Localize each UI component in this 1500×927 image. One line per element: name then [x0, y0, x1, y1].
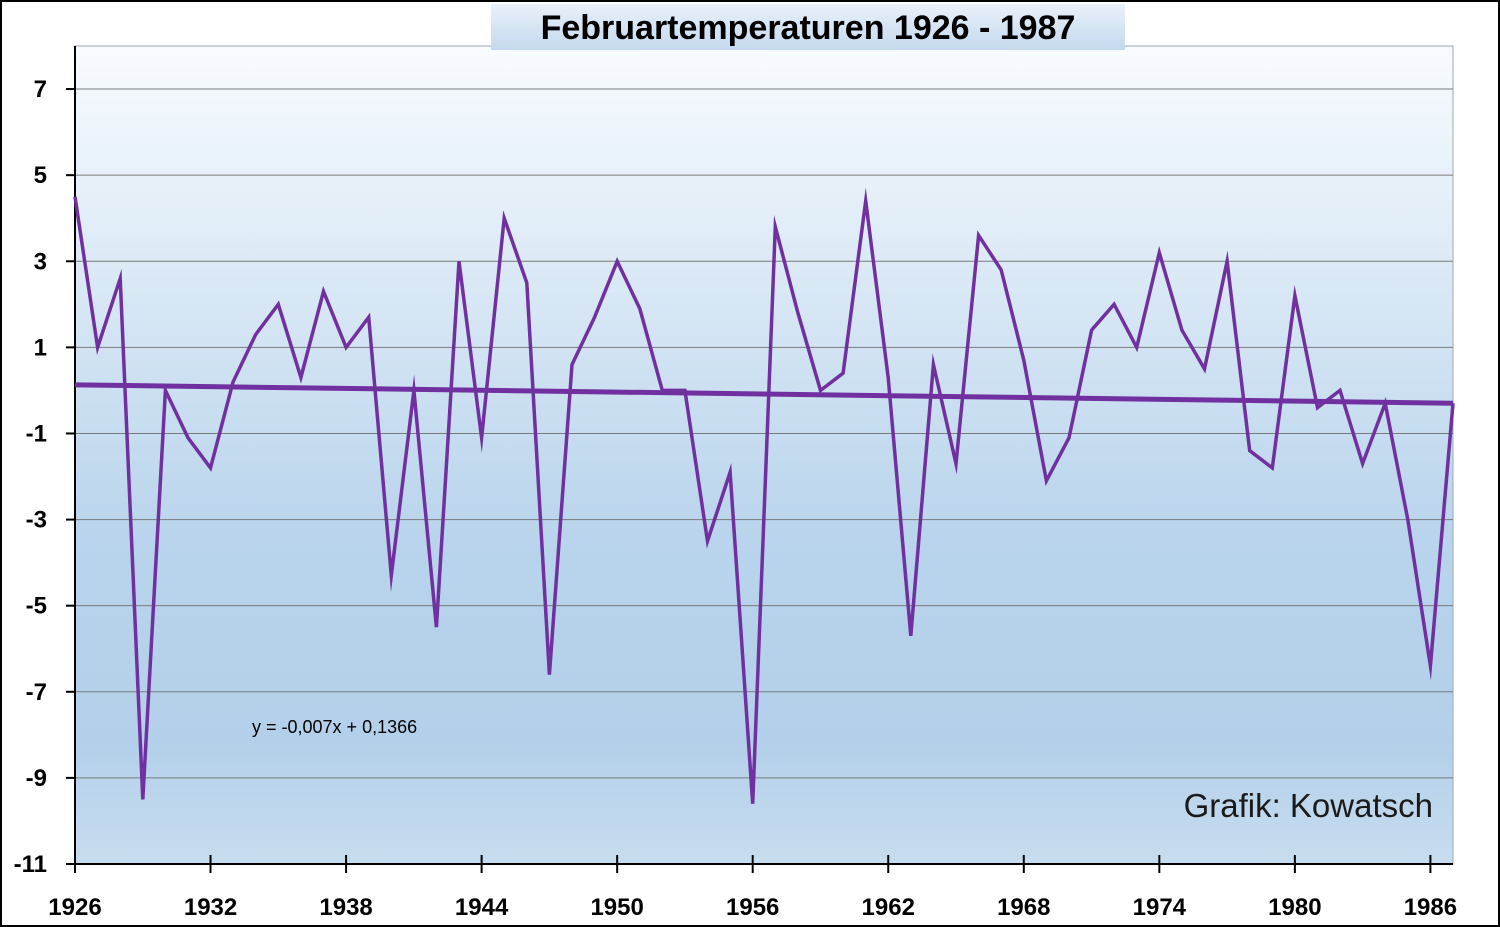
x-tick-label: 1962 — [862, 894, 915, 921]
series-line — [73, 187, 1455, 804]
trendline — [74, 382, 1454, 406]
x-tick-label: 1950 — [590, 894, 643, 921]
y-tick-label: 1 — [34, 334, 47, 361]
y-tick-label: -9 — [26, 765, 47, 792]
y-tick-label: -1 — [26, 420, 47, 447]
chart-title: Februartemperaturen 1926 - 1987 — [541, 9, 1076, 47]
x-tick-label: 1944 — [455, 894, 509, 921]
y-tick-label: 7 — [34, 76, 47, 103]
y-tick-label: 5 — [34, 162, 47, 189]
trendline-equation: y = -0,007x + 0,1366 — [252, 717, 417, 737]
trendline-group — [74, 382, 1454, 406]
x-tick-label: 1956 — [726, 894, 779, 921]
x-tick-label: 1938 — [319, 894, 372, 921]
y-tick-label: -5 — [26, 593, 47, 620]
plot-area — [74, 45, 1454, 865]
x-tick-label: 1974 — [1133, 894, 1187, 921]
x-tick-label: 1932 — [184, 894, 237, 921]
x-tick-label: 1926 — [48, 894, 101, 921]
series-group — [73, 187, 1455, 804]
y-tick-label: 3 — [34, 248, 47, 275]
y-tick-label: -3 — [26, 507, 47, 534]
x-tick-label: 1986 — [1404, 894, 1457, 921]
axes — [66, 46, 1453, 873]
y-tick-label: -11 — [14, 851, 47, 878]
title-box — [491, 4, 1125, 50]
y-tick-label: -7 — [26, 679, 47, 706]
chart-credit: Grafik: Kowatsch — [1184, 787, 1433, 824]
x-tick-label: 1980 — [1268, 894, 1321, 921]
x-tick-label: 1968 — [997, 894, 1050, 921]
